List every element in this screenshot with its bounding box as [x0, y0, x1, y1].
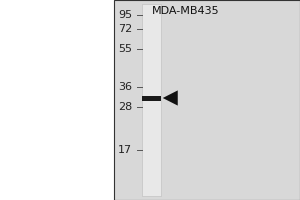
- Bar: [114, 0, 300, 200]
- Text: 36: 36: [118, 82, 132, 92]
- Bar: [114, 0, 300, 200]
- Bar: [142, 4, 161, 196]
- Text: 72: 72: [118, 24, 132, 34]
- Text: 17: 17: [118, 145, 132, 155]
- Text: 95: 95: [118, 10, 132, 20]
- Polygon shape: [163, 90, 178, 106]
- Text: 55: 55: [118, 44, 132, 54]
- Bar: [142, 96, 161, 100]
- Text: 28: 28: [118, 102, 132, 112]
- Text: MDA-MB435: MDA-MB435: [152, 6, 220, 16]
